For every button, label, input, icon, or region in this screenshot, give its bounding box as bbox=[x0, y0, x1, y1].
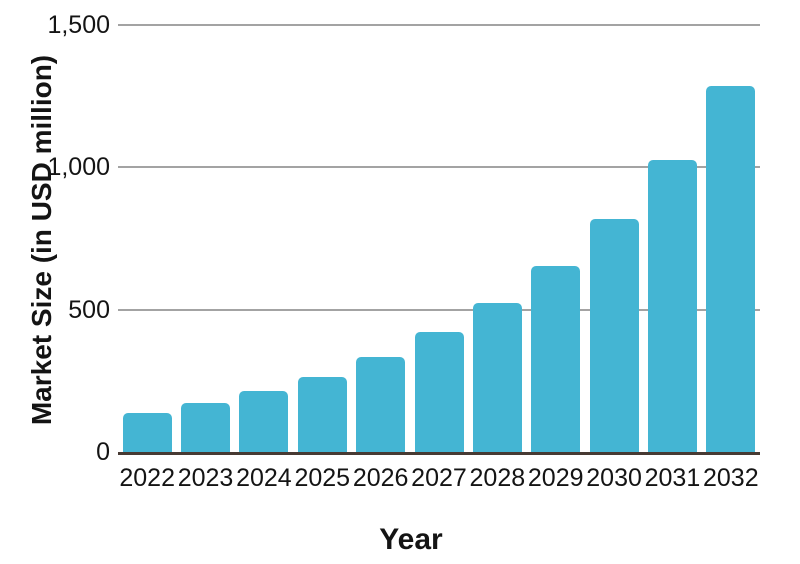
y-tick-label: 1,000 bbox=[47, 153, 110, 182]
x-tick-label: 2022 bbox=[119, 464, 175, 492]
x-tick-label: 2028 bbox=[469, 464, 526, 492]
y-tick-label: 500 bbox=[68, 295, 110, 324]
bar-2029 bbox=[531, 265, 581, 452]
x-tick-label: 2023 bbox=[177, 464, 234, 492]
x-tick-label: 2031 bbox=[644, 464, 701, 492]
x-tick-label: 2027 bbox=[411, 464, 467, 492]
y-axis-title: Market Size (in USD million) bbox=[26, 54, 57, 426]
x-tick-label: 2029 bbox=[527, 464, 584, 492]
bar-2023 bbox=[181, 403, 231, 452]
plot-area bbox=[118, 24, 760, 455]
bar-2025 bbox=[297, 376, 347, 452]
gridline-1000 bbox=[118, 166, 760, 169]
x-axis-line bbox=[118, 452, 760, 455]
x-tick-label: 2032 bbox=[702, 464, 759, 492]
bar-2028 bbox=[472, 302, 522, 452]
x-axis-title: Year bbox=[379, 523, 443, 556]
bar-2024 bbox=[239, 390, 289, 452]
y-tick-label: 0 bbox=[96, 438, 110, 466]
bar-2026 bbox=[356, 356, 406, 452]
bar-2030 bbox=[589, 218, 639, 452]
x-tick-label: 2030 bbox=[586, 464, 642, 492]
y-tick-label: 1,500 bbox=[47, 11, 110, 39]
x-tick-label: 2025 bbox=[294, 464, 351, 492]
x-tick-label: 2024 bbox=[236, 464, 292, 492]
gridline-500 bbox=[118, 308, 760, 311]
bar-2031 bbox=[647, 160, 697, 452]
x-tick-label: 2026 bbox=[352, 464, 409, 492]
bar-2027 bbox=[414, 332, 464, 452]
gridline-1500 bbox=[118, 24, 760, 26]
bar-2032 bbox=[706, 86, 756, 452]
bar-2022 bbox=[122, 412, 172, 452]
